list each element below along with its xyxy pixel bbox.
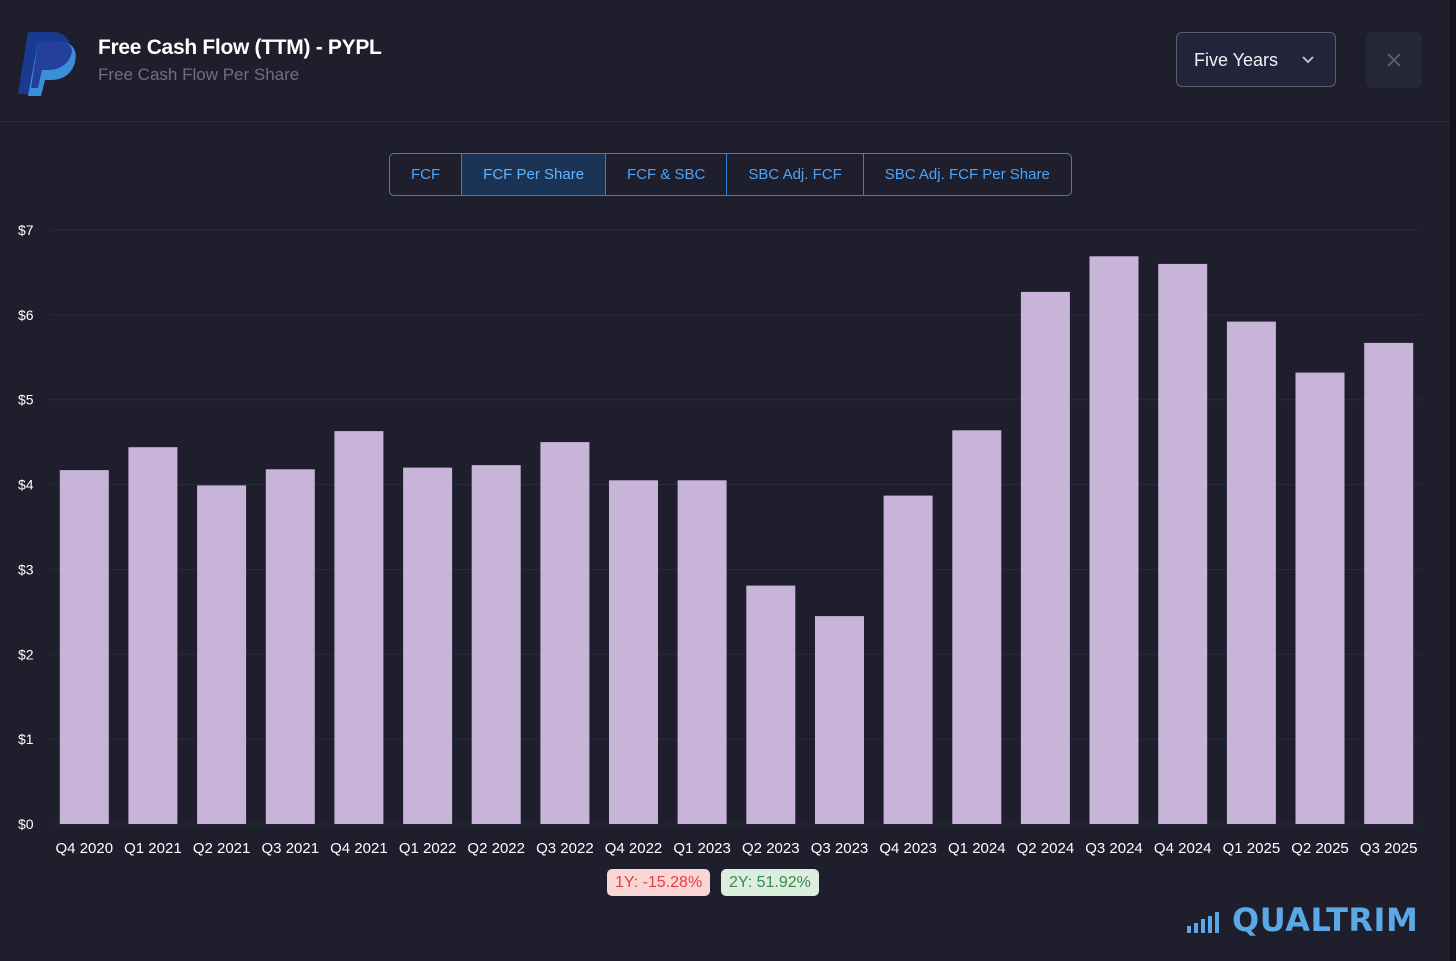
x-tick-label: Q4 2023 <box>879 840 937 857</box>
y-tick-label: $2 <box>18 646 34 662</box>
y-tick-label: $5 <box>18 392 34 408</box>
x-tick-label: Q2 2021 <box>193 840 251 857</box>
bar-q2-2022[interactable] <box>471 465 521 824</box>
period-select-value: Five Years <box>1194 50 1279 70</box>
metric-tabs: FCF FCF Per Share FCF & SBC SBC Adj. FCF… <box>389 153 1072 196</box>
bar-q2-2021[interactable] <box>197 485 247 824</box>
x-tick-label: Q2 2024 <box>1017 840 1075 857</box>
bar-q4-2021[interactable] <box>334 431 384 824</box>
bar-q3-2022[interactable] <box>540 442 590 824</box>
x-tick-label: Q2 2025 <box>1291 840 1349 857</box>
bar-q3-2021[interactable] <box>265 469 315 824</box>
x-tick-label: Q3 2024 <box>1085 840 1143 857</box>
paypal-logo <box>18 32 76 96</box>
x-tick-label: Q4 2021 <box>330 840 388 857</box>
two-year-change-badge: 2Y: 51.92% <box>721 869 819 896</box>
x-tick-label: Q4 2020 <box>56 840 114 857</box>
close-button[interactable] <box>1366 32 1422 88</box>
y-tick-label: $4 <box>18 477 34 493</box>
bar-q4-2020[interactable] <box>59 470 109 824</box>
x-tick-label: Q1 2023 <box>673 840 731 857</box>
bar-q4-2023[interactable] <box>883 495 933 824</box>
close-icon <box>1387 53 1401 67</box>
one-year-change-badge: 1Y: -15.28% <box>607 869 711 896</box>
page-subtitle: Free Cash Flow Per Share <box>98 65 300 84</box>
header: Free Cash Flow (TTM) - PYPL Free Cash Fl… <box>0 0 1456 122</box>
x-tick-label: Q3 2025 <box>1360 840 1418 857</box>
tab-fcf-per-share[interactable]: FCF Per Share <box>462 154 607 195</box>
page-title: Free Cash Flow (TTM) - PYPL <box>98 36 382 59</box>
x-tick-label: Q2 2022 <box>467 840 525 857</box>
tab-sbc-adj-fcf-per-share[interactable]: SBC Adj. FCF Per Share <box>884 166 1050 183</box>
bar-q3-2025[interactable] <box>1364 342 1414 824</box>
bar-q2-2024[interactable] <box>1020 291 1070 824</box>
scrollbar[interactable] <box>1450 0 1456 961</box>
bar-q1-2021[interactable] <box>128 447 178 824</box>
bar-q1-2023[interactable] <box>677 480 727 824</box>
x-tick-label: Q1 2021 <box>124 840 182 857</box>
y-tick-label: $6 <box>18 307 34 323</box>
chevron-down-icon <box>1302 56 1314 64</box>
y-tick-label: $1 <box>18 731 34 747</box>
bar-q4-2024[interactable] <box>1158 263 1208 824</box>
x-tick-label: Q1 2025 <box>1223 840 1281 857</box>
x-tick-label: Q3 2022 <box>536 840 594 857</box>
bar-q3-2023[interactable] <box>815 616 864 824</box>
tab-fcf[interactable]: FCF <box>390 154 463 195</box>
x-tick-label: Q3 2021 <box>262 840 320 857</box>
bar-signal-icon <box>1187 912 1219 933</box>
bar-q4-2022[interactable] <box>609 480 658 824</box>
bar-q2-2025[interactable] <box>1295 372 1345 824</box>
period-select[interactable]: Five Years <box>1176 32 1336 87</box>
x-tick-label: Q3 2023 <box>811 840 869 857</box>
y-tick-label: $0 <box>18 816 34 832</box>
x-tick-label: Q2 2023 <box>742 840 800 857</box>
bar-q3-2024[interactable] <box>1089 256 1139 824</box>
tab-fcf-and-sbc[interactable]: FCF & SBC <box>606 154 728 195</box>
bar-q1-2022[interactable] <box>403 467 453 824</box>
brand-name: QUALTRIM <box>1232 901 1419 939</box>
bar-q2-2023[interactable] <box>746 585 796 824</box>
bar-q1-2025[interactable] <box>1226 321 1276 824</box>
bar-q1-2024[interactable] <box>952 430 1002 824</box>
x-tick-label: Q4 2024 <box>1154 840 1212 857</box>
y-tick-label: $3 <box>18 561 34 577</box>
fcf-per-share-chart: $0 $1 $2 $3 $4 $5 $6 $7 Q4 2020 Q1 2021 Q2 2021 Q3 … <box>18 222 1421 857</box>
y-tick-label: $7 <box>18 222 34 238</box>
x-tick-label: Q1 2022 <box>399 840 457 857</box>
x-tick-label: Q4 2022 <box>605 840 663 857</box>
x-tick-label: Q1 2024 <box>948 840 1006 857</box>
tab-sbc-adj-fcf[interactable]: SBC Adj. FCF <box>727 154 864 195</box>
